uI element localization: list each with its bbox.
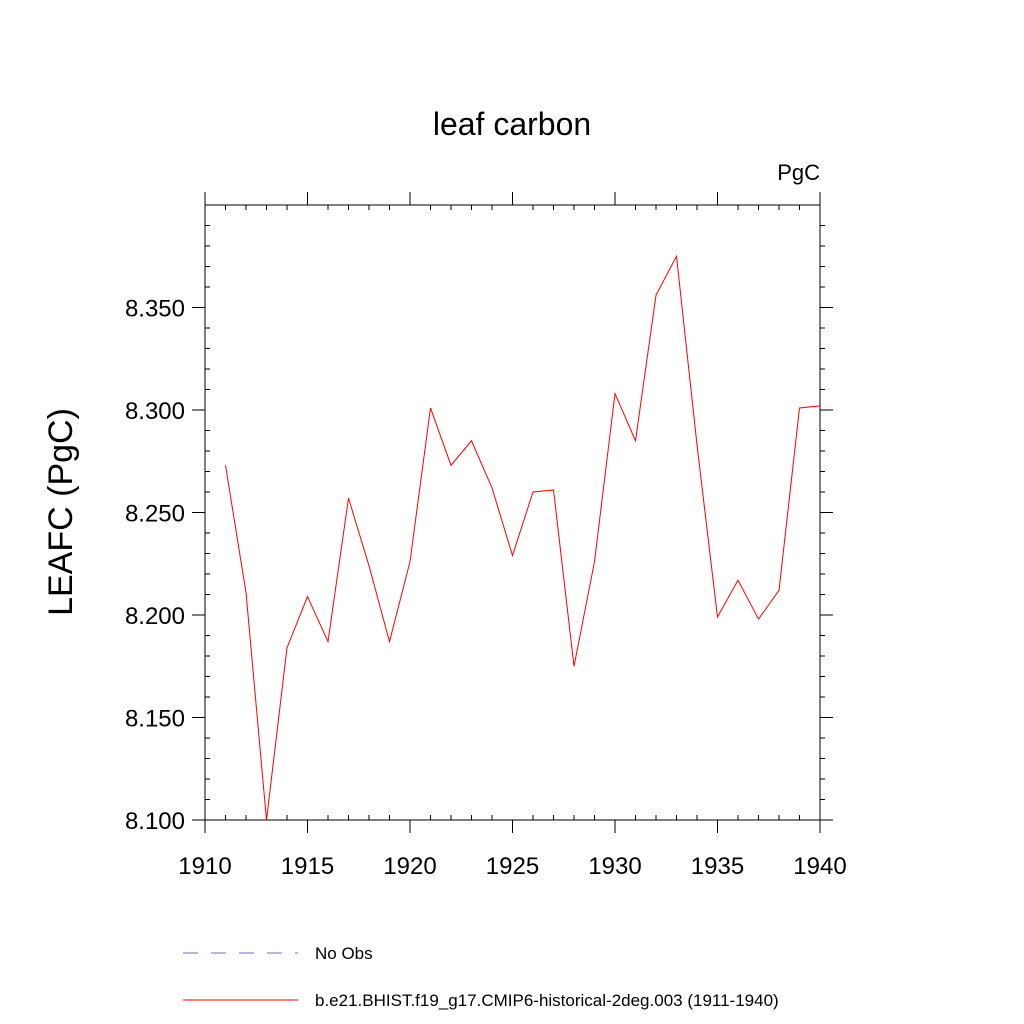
y-tick-label: 8.100 <box>125 808 185 835</box>
data-point <box>819 405 820 406</box>
data-point <box>307 596 308 597</box>
data-point <box>717 616 718 617</box>
data-point <box>778 590 779 591</box>
data-point <box>471 440 472 441</box>
x-tick-label: 1935 <box>691 853 744 880</box>
data-point <box>450 465 451 466</box>
data-point <box>491 487 492 488</box>
x-tick-label: 1910 <box>178 853 231 880</box>
legend: No Obs b.e21.BHIST.f19_g17.CMIP6-histori… <box>183 944 779 1010</box>
x-tick-label: 1925 <box>486 853 539 880</box>
data-point <box>286 647 287 648</box>
data-points <box>225 256 821 821</box>
legend-label-no-obs: No Obs <box>315 944 373 963</box>
series-line <box>225 254 821 821</box>
x-tick-label: 1930 <box>588 853 641 880</box>
data-point <box>799 407 800 408</box>
y-tick-label: 8.200 <box>125 603 185 630</box>
data-point <box>409 561 410 562</box>
data-point <box>553 489 554 490</box>
data-point <box>266 819 267 820</box>
units-label: PgC <box>777 160 820 185</box>
y-tick-label: 8.250 <box>125 501 185 528</box>
x-tick-labels: 1910 1915 1920 1925 1930 1935 1940 <box>178 853 846 880</box>
data-point <box>594 561 595 562</box>
data-point <box>225 465 226 466</box>
x-tick-label: 1940 <box>793 853 846 880</box>
data-point <box>737 580 738 581</box>
y-axis-label: LEAFC (PgC) <box>42 408 80 616</box>
minor-ticks <box>205 205 825 820</box>
data-point <box>696 444 697 445</box>
data-point <box>368 565 369 566</box>
data-point <box>573 666 574 667</box>
x-tick-label: 1915 <box>281 853 334 880</box>
data-point <box>676 256 677 257</box>
data-point <box>512 555 513 556</box>
data-point <box>430 407 431 408</box>
data-point <box>758 619 759 620</box>
data-point <box>245 592 246 593</box>
plot-frame <box>204 204 821 821</box>
y-tick-label: 8.150 <box>125 706 185 733</box>
data-point <box>532 491 533 492</box>
data-point <box>655 295 656 296</box>
y-tick-label: 8.350 <box>125 296 185 323</box>
data-point <box>327 641 328 642</box>
data-point <box>635 440 636 441</box>
x-tick-label: 1920 <box>383 853 436 880</box>
major-ticks <box>192 192 833 833</box>
data-point <box>614 393 615 394</box>
y-tick-label: 8.300 <box>125 398 185 425</box>
legend-label-model: b.e21.BHIST.f19_g17.CMIP6-historical-2de… <box>315 991 779 1010</box>
data-point <box>389 641 390 642</box>
data-point <box>348 498 349 499</box>
y-tick-labels: 8.100 8.150 8.200 8.250 8.300 8.350 <box>125 296 185 836</box>
chart-title: leaf carbon <box>433 106 591 142</box>
